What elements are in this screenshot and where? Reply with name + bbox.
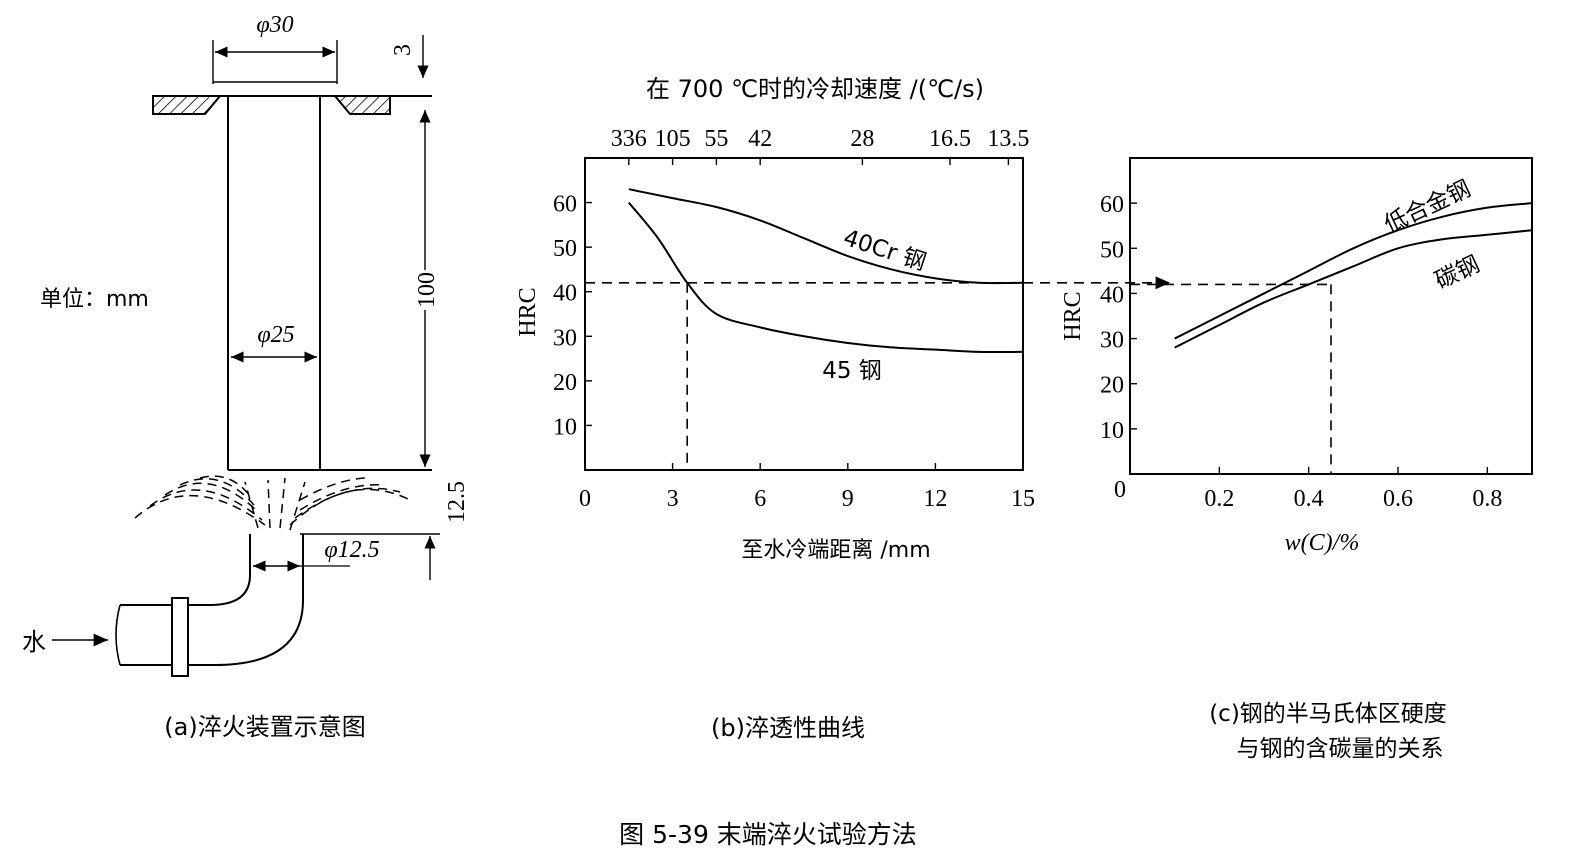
dim-top-diameter: φ30 — [256, 12, 293, 38]
x-tick-label-b: 3 — [667, 486, 679, 512]
y-tick-label-b: 40 — [553, 281, 577, 307]
x-tick-label-c: 0.2 — [1204, 486, 1234, 512]
pipe-upper-wall — [120, 534, 251, 606]
pipe-lower-wall — [120, 534, 304, 666]
top-tick-label-b: 105 — [655, 126, 691, 152]
y-tick-label-b: 50 — [553, 236, 577, 262]
y-tick-label-b: 30 — [553, 325, 577, 351]
curve-40cr — [628, 188, 1024, 285]
series-label-45: 45 钢 — [822, 358, 882, 384]
x-tick-label-b: 9 — [842, 486, 854, 512]
y-tick-label-c: 50 — [1100, 237, 1124, 263]
xlabel-c: w(C)/% — [1285, 530, 1360, 556]
series-label-carbon: 碳钢 — [1431, 251, 1484, 294]
pipe-break — [115, 604, 121, 666]
water-label: 水 — [22, 628, 46, 656]
pipe-flange — [171, 597, 189, 677]
plot-b-frame — [584, 157, 1024, 471]
y-tick-label-c: 30 — [1100, 328, 1124, 354]
xlabel-b: 至水冷端距离 /mm — [741, 538, 930, 563]
x-tick-label-b: 6 — [754, 486, 766, 512]
y-tick-label-b: 20 — [553, 370, 577, 396]
top-tick-label-b: 336 — [611, 126, 647, 152]
top-tick-label-b: 13.5 — [987, 126, 1029, 152]
top-axis-title: 在 700 ℃时的冷却速度 /(℃/s) — [646, 75, 984, 103]
curve-45 — [628, 201, 1024, 354]
x-tick-label-b: 15 — [1011, 486, 1035, 512]
curve-low-alloy — [1174, 202, 1533, 340]
y-tick-label-c: 60 — [1100, 192, 1124, 218]
caption-a: (a)淬火装置示意图 — [164, 713, 365, 741]
y-tick-label-c: 20 — [1100, 373, 1124, 399]
origin-c: 0 — [1114, 477, 1126, 503]
dim-gap: 12.5 — [444, 481, 470, 523]
y-tick-label-c: 40 — [1100, 282, 1124, 308]
x-tick-label-b: 12 — [923, 486, 947, 512]
ylabel-c: HRC — [1060, 291, 1086, 340]
x-tick-label-c: 0.4 — [1294, 486, 1324, 512]
dim-length: 100 — [414, 272, 440, 308]
unit-label: 单位：mm — [40, 287, 149, 312]
ylabel-b: HRC — [515, 287, 541, 336]
hardness-carbon-chart: 0.2 0.4 0.6 0.8 10 20 30 40 50 60 — [1100, 157, 1533, 512]
dim-flange-thickness: 3 — [390, 44, 416, 56]
figure-caption: 图 5-39 末端淬火试验方法 — [619, 820, 917, 849]
flange-left — [152, 95, 223, 115]
caption-c-line1: (c)钢的半马氏体区硬度 — [1209, 701, 1447, 727]
x-tick-label-c: 0.8 — [1472, 486, 1502, 512]
hardenability-chart: 0 3 6 9 12 15 10 20 30 40 50 60 336 105 55 42 28 16.5 13.5 — [553, 126, 1035, 512]
dim-nozzle-diameter: φ12.5 — [324, 537, 379, 563]
y-tick-label-b: 60 — [553, 192, 577, 218]
curve-carbon — [1174, 229, 1533, 349]
x-tick-label-b: 0 — [579, 486, 591, 512]
top-tick-label-b: 16.5 — [929, 126, 971, 152]
x-tick-label-c: 0.6 — [1383, 486, 1413, 512]
apparatus-schematic — [52, 35, 440, 677]
caption-b: (b)淬透性曲线 — [711, 714, 865, 742]
flange-right — [332, 95, 391, 115]
series-label-low-alloy: 低合金钢 — [1380, 176, 1474, 238]
y-tick-label-b: 10 — [553, 414, 577, 440]
y-tick-label-c: 10 — [1100, 418, 1124, 444]
top-tick-label-b: 28 — [850, 126, 874, 152]
top-tick-label-b: 55 — [704, 126, 728, 152]
top-tick-label-b: 42 — [748, 126, 772, 152]
water-spray — [134, 475, 411, 531]
caption-c-line2: 与钢的含碳量的关系 — [1237, 736, 1444, 762]
dim-bar-diameter: φ25 — [257, 322, 294, 348]
